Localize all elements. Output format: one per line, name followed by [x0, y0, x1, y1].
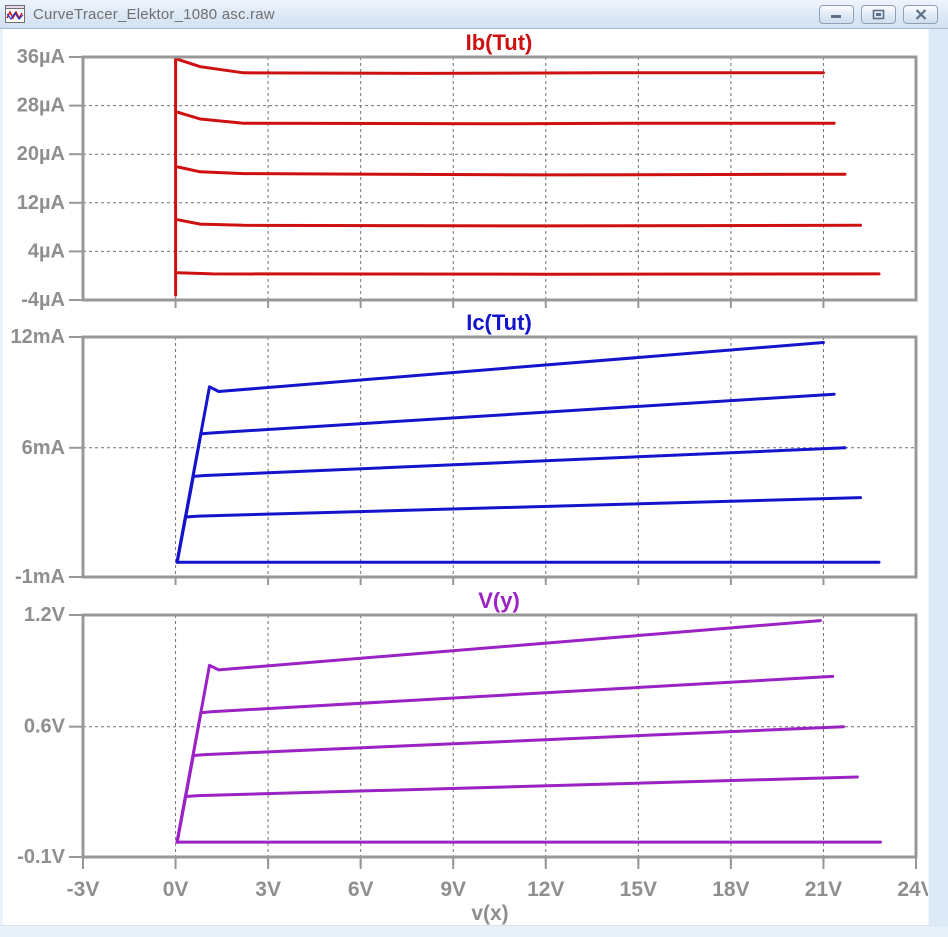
xtick-label: 18V [712, 878, 749, 901]
plot-ic-tut: 12mA 6mA -1mA Ic(Tut) [11, 310, 918, 588]
minimize-icon [831, 14, 841, 18]
trace-vy-step2 [175, 775, 859, 844]
restore-icon [872, 9, 885, 19]
title-bar[interactable]: CurveTracer_Elektor_1080 asc.raw [0, 0, 948, 29]
trace-title-ic-tut[interactable]: Ic(Tut) [466, 310, 532, 335]
xtick-label: 0V [163, 878, 189, 901]
plot-frame-ic-tut [81, 335, 918, 579]
plot-pane-ic-tut[interactable] [83, 337, 916, 577]
close-button[interactable] [903, 4, 938, 24]
trace-ib-step1 [176, 271, 881, 276]
ytick-label-ic-tut: -1mA [15, 566, 65, 588]
waveform-icon [5, 5, 25, 23]
xtick-label: 12V [527, 878, 564, 901]
ticks-ib-tut: 36µA 28µA 20µA 12µA 4µA -4µA [17, 46, 825, 311]
ticks-ic-tut: 12mA 6mA -1mA [11, 326, 825, 588]
ytick-label-ic-tut: 12mA [11, 326, 65, 348]
minimize-button[interactable] [819, 4, 854, 24]
plot-frame-ib-tut [81, 55, 918, 302]
ytick-label-ib-tut: -4µA [21, 289, 65, 311]
xtick-label: 15V [620, 878, 657, 901]
ytick-label-ib-tut: 20µA [17, 143, 65, 165]
traces-ib-tut [174, 57, 881, 297]
trace-ib-step3 [176, 165, 847, 177]
xtick-label: -3V [67, 878, 100, 901]
plot-pane-ib-tut[interactable] [83, 57, 916, 300]
plot-pane-v-y[interactable] [83, 615, 916, 857]
ytick-label-ib-tut: 12µA [17, 192, 65, 214]
xtick-label: 6V [348, 878, 374, 901]
trace-ib-step5 [176, 57, 825, 75]
x-axis: -3V 0V 3V 6V 9V 12V 15V 18V 21V 24V v(x) [67, 857, 935, 925]
trace-title-v-y[interactable]: V(y) [478, 588, 520, 613]
traces-v-y [175, 619, 882, 844]
xtick-label: 24V [897, 878, 934, 901]
plot-frame-v-y [81, 613, 918, 859]
trace-title-ib-tut[interactable]: Ib(Tut) [466, 30, 533, 55]
window-right-margin [928, 29, 948, 937]
plot-v-y: 1.2V 0.6V -0.1V V(y) [17, 588, 918, 868]
window-bottom-margin [0, 925, 948, 937]
window-controls [819, 4, 938, 24]
plot-ib-tut: 36µA 28µA 20µA 12µA 4µA -4µA Ib(Tut) [17, 30, 918, 311]
ytick-label-ib-tut: 4µA [28, 240, 65, 262]
ytick-label-v-y: 1.2V [24, 604, 66, 626]
ticks-v-y: 1.2V 0.6V -0.1V [17, 604, 825, 868]
traces-ic-tut [175, 341, 881, 564]
ytick-label-v-y: -0.1V [17, 846, 65, 868]
xtick-label: 9V [440, 878, 466, 901]
x-axis-label: v(x) [471, 902, 508, 925]
ytick-label-ic-tut: 6mA [22, 437, 65, 459]
close-icon [915, 8, 926, 20]
trace-ib-step4 [176, 110, 836, 126]
xtick-label: 3V [255, 878, 281, 901]
trace-ic-step2 [175, 496, 862, 564]
ytick-label-ib-tut: 36µA [17, 46, 65, 68]
trace-ib-step2 [176, 218, 862, 228]
ytick-label-v-y: 0.6V [24, 716, 66, 738]
ytick-label-ib-tut: 28µA [17, 95, 65, 117]
xtick-label: 21V [805, 878, 842, 901]
restore-button[interactable] [861, 4, 896, 24]
window-left-margin [0, 29, 3, 937]
window-title: CurveTracer_Elektor_1080 asc.raw [33, 5, 275, 23]
